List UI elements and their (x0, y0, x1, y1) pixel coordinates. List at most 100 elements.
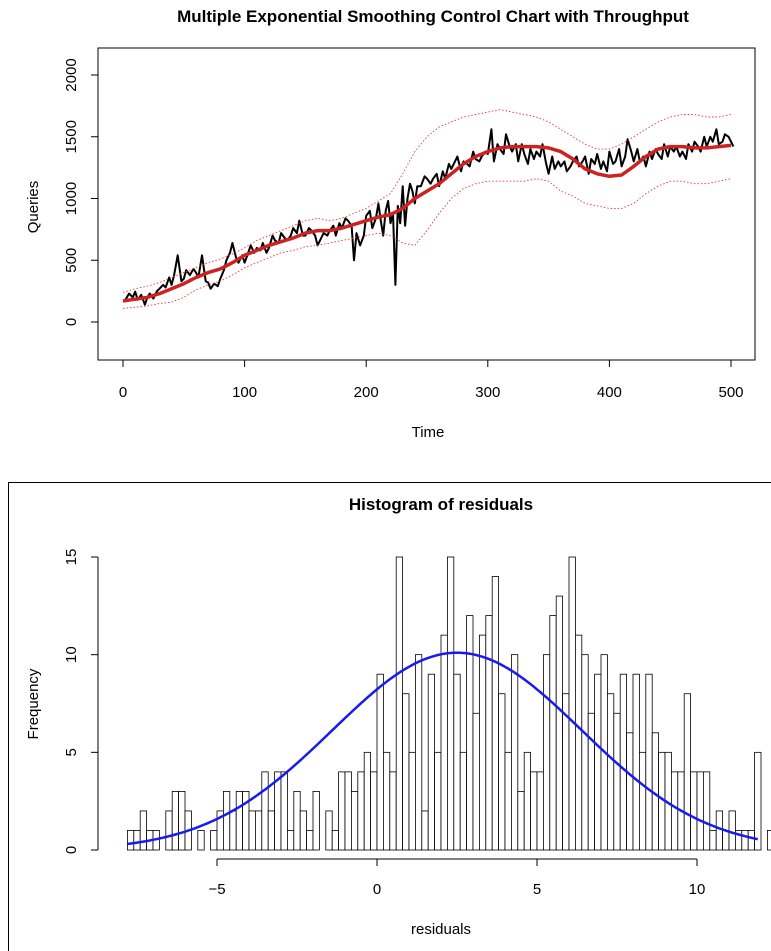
histogram-bar (363, 751, 372, 851)
histogram-bar (446, 556, 455, 851)
histogram-bar (370, 771, 378, 851)
histogram-bar (613, 712, 621, 851)
y-tick-label: 0 (63, 318, 80, 326)
histogram-bar (389, 771, 397, 851)
histogram-bar (376, 673, 384, 851)
histogram-bar (133, 830, 141, 851)
y-tick-label: 0 (63, 846, 80, 854)
x-tick-label: 200 (354, 384, 379, 401)
histogram-bar (478, 634, 487, 851)
histogram-bar (434, 751, 442, 851)
control-chart-y-label: Queries (25, 181, 42, 234)
y-tick-label: 10 (63, 646, 80, 663)
y-tick-label: 15 (63, 549, 80, 566)
histogram-bar (427, 673, 436, 851)
lower-control-limit-line (122, 178, 732, 309)
histogram-bar (607, 693, 615, 851)
histogram-bar (690, 771, 698, 851)
histogram-bar (504, 751, 512, 851)
x-tick-label: −5 (208, 881, 225, 898)
histogram-bar (472, 712, 480, 851)
histogram-bar (299, 810, 308, 851)
histogram-bar (645, 673, 653, 851)
histogram-bar (555, 595, 564, 851)
histogram-bar (517, 791, 525, 851)
histogram-x-label: residuals (411, 921, 471, 938)
histogram-bar (254, 810, 263, 851)
y-tick-label: 2000 (63, 58, 80, 91)
histogram-bar (543, 654, 551, 851)
histogram-bar (683, 693, 692, 851)
smoothed-forecast-line (122, 143, 732, 303)
histogram-bar (312, 791, 320, 851)
histogram-bar (466, 615, 474, 851)
histogram-bar (459, 751, 468, 851)
observed-queries-line (123, 128, 735, 306)
histogram-bar (703, 771, 711, 851)
histogram-bar (568, 556, 576, 851)
histogram-bar (395, 556, 404, 851)
control-chart-y-axis: 0 500 1000 1500 2000 (63, 58, 99, 326)
histogram-x-axis: −5 0 5 10 (208, 858, 706, 898)
histogram-bar (402, 693, 410, 851)
histogram-bar (248, 810, 256, 851)
histogram-bar (722, 830, 730, 851)
histogram-bar (171, 791, 179, 851)
histogram-bar (632, 673, 640, 851)
histogram-bar (696, 771, 704, 851)
histogram-bar (671, 771, 679, 851)
histogram-bar (338, 771, 346, 851)
histogram-bar (587, 712, 596, 851)
histogram-bar (498, 693, 506, 851)
histogram-bar (581, 654, 589, 851)
histogram-bar (267, 810, 276, 851)
histogram-bar (594, 673, 602, 851)
histogram-bar (382, 751, 391, 851)
control-chart-x-axis: 0 100 200 300 400 500 (119, 359, 744, 401)
control-chart: Multiple Exponential Smoothing Control C… (25, 7, 756, 441)
histogram-bar (235, 791, 243, 851)
histogram-bar (280, 771, 288, 851)
x-tick-label: 10 (689, 881, 706, 898)
histogram-bar (575, 634, 583, 851)
histogram-bar (626, 732, 634, 851)
histogram-bar (536, 771, 544, 851)
histogram-bar (767, 830, 771, 851)
histogram-panel-border (8, 482, 771, 951)
control-chart-series-group (122, 109, 735, 309)
x-tick-label: 0 (373, 881, 381, 898)
histogram-bar (261, 771, 269, 851)
residual-histogram: Histogram of residuals 0 5 10 15 −5 0 5 10 res… (8, 482, 771, 951)
histogram-bar (331, 830, 340, 851)
histogram-title: Histogram of residuals (349, 495, 533, 514)
histogram-bar (549, 615, 557, 851)
histogram-bar (639, 751, 647, 851)
histogram-bar (306, 830, 314, 851)
histogram-bar (286, 830, 295, 851)
histogram-bar (741, 830, 749, 851)
x-tick-label: 300 (475, 384, 500, 401)
histogram-bar (414, 654, 423, 851)
histogram-bar (293, 791, 301, 851)
histogram-y-axis: 0 5 10 15 (63, 549, 99, 854)
histogram-bar (139, 810, 147, 851)
histogram-bars (127, 556, 771, 851)
y-tick-label: 500 (63, 248, 80, 273)
histogram-bar (229, 810, 237, 851)
histogram-bar (408, 751, 416, 851)
histogram-bar (728, 810, 736, 851)
histogram-bar (510, 654, 519, 851)
histogram-density-curve (127, 651, 759, 846)
upper-control-limit-line (122, 109, 732, 293)
y-tick-label: 5 (63, 748, 80, 756)
histogram-bar (491, 576, 500, 851)
histogram-bar (440, 634, 448, 851)
histogram-bar (274, 771, 282, 851)
histogram-bar (523, 751, 532, 851)
histogram-bar (530, 771, 538, 851)
histogram-bar (709, 830, 717, 851)
control-chart-x-label: Time (412, 424, 445, 441)
x-tick-label: 500 (718, 384, 743, 401)
histogram-bar (747, 830, 756, 851)
